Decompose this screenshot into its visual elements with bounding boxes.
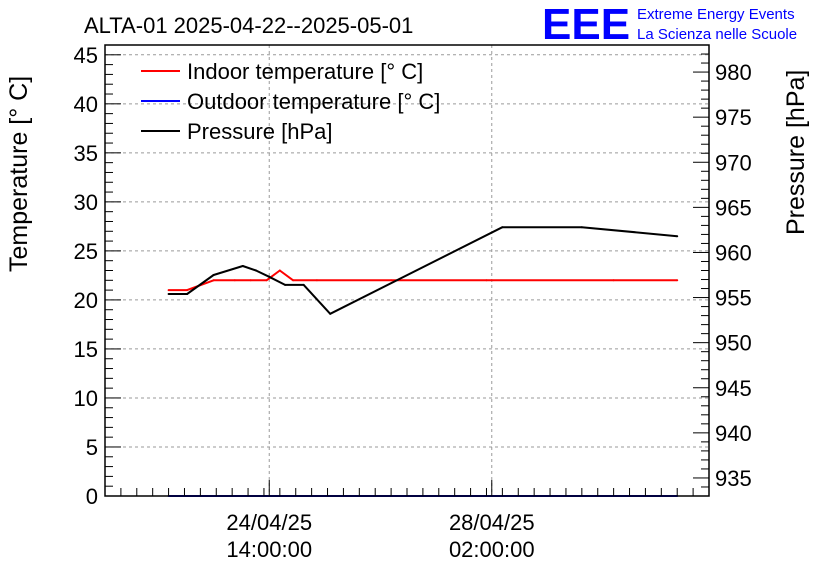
y-tick-label: 0 — [86, 484, 98, 509]
y2-tick-label: 975 — [715, 105, 752, 130]
data-point — [186, 289, 189, 292]
axis-ticks: 0 5 10 15 20 25 30 35 40 45 935 940 945 950 955 960 965 9… — [74, 43, 752, 562]
data-point — [255, 269, 257, 272]
y2-tick-label: 980 — [715, 60, 752, 85]
data-point — [186, 293, 189, 295]
x-tick-label-time: 14:00:00 — [226, 537, 312, 562]
data-point — [233, 279, 236, 282]
logo-line-1: Extreme Energy Events — [637, 6, 795, 23]
data-point — [249, 279, 252, 282]
x-tick-label-date: 24/04/25 — [226, 510, 312, 535]
y-tick-label: 10 — [74, 386, 98, 411]
eee-logo: EEE Extreme Energy Events La Scienza nel… — [542, 0, 797, 49]
x-tick-label-date: 28/04/25 — [449, 510, 535, 535]
data-point — [315, 279, 318, 282]
y-tick-label: 40 — [74, 92, 98, 117]
data-point — [390, 279, 393, 282]
data-point — [284, 283, 287, 286]
legend: Indoor temperature [° C] Outdoor tempera… — [141, 59, 440, 144]
y-axis-label: Temperature [° C] — [5, 76, 33, 272]
y-tick-label: 30 — [74, 190, 98, 215]
y2-tick-label: 970 — [715, 150, 752, 175]
data-point — [167, 289, 170, 292]
grid-lines — [105, 45, 709, 496]
logo-line-2: La Scienza nelle Scuole — [637, 26, 797, 43]
y-tick-label: 20 — [74, 288, 98, 313]
data-point — [612, 279, 615, 282]
data-point — [302, 283, 305, 286]
y2-tick-label: 950 — [715, 331, 752, 356]
data-point — [212, 279, 215, 282]
data-point — [676, 279, 679, 282]
y2-tick-label: 940 — [715, 421, 752, 446]
logo-mark: EEE — [542, 0, 630, 49]
data-point — [241, 265, 244, 267]
y-tick-label: 5 — [86, 435, 98, 460]
data-point — [167, 293, 170, 295]
legend-label-indoor: Indoor temperature [° C] — [187, 59, 423, 84]
y-tick-label: 25 — [74, 239, 98, 264]
series-line-2 — [168, 226, 678, 315]
data-point — [278, 269, 281, 272]
y2-tick-label: 965 — [715, 195, 752, 220]
legend-label-pressure: Pressure [hPa] — [187, 119, 333, 144]
y-tick-label: 45 — [74, 43, 98, 68]
y2-tick-label: 955 — [715, 286, 752, 311]
data-point — [580, 226, 583, 229]
data-point — [676, 235, 679, 238]
y2-tick-label: 935 — [715, 466, 752, 491]
data-point — [212, 274, 215, 276]
data-point — [485, 279, 488, 282]
x-tick-label-time: 02:00:00 — [449, 537, 535, 562]
y2-tick-label: 945 — [715, 376, 752, 401]
data-point — [268, 275, 271, 278]
y-tick-label: 15 — [74, 337, 98, 362]
y2-axis-label: Pressure [hPa] — [782, 70, 810, 235]
y2-tick-label: 960 — [715, 240, 752, 265]
data-point — [329, 312, 332, 315]
chart-title: ALTA-01 2025-04-22--2025-05-01 — [84, 13, 413, 38]
data-point — [501, 226, 504, 229]
y-tick-label: 35 — [74, 141, 98, 166]
data-point — [292, 279, 295, 282]
legend-label-outdoor: Outdoor temperature [° C] — [187, 89, 440, 114]
data-point — [265, 279, 268, 282]
